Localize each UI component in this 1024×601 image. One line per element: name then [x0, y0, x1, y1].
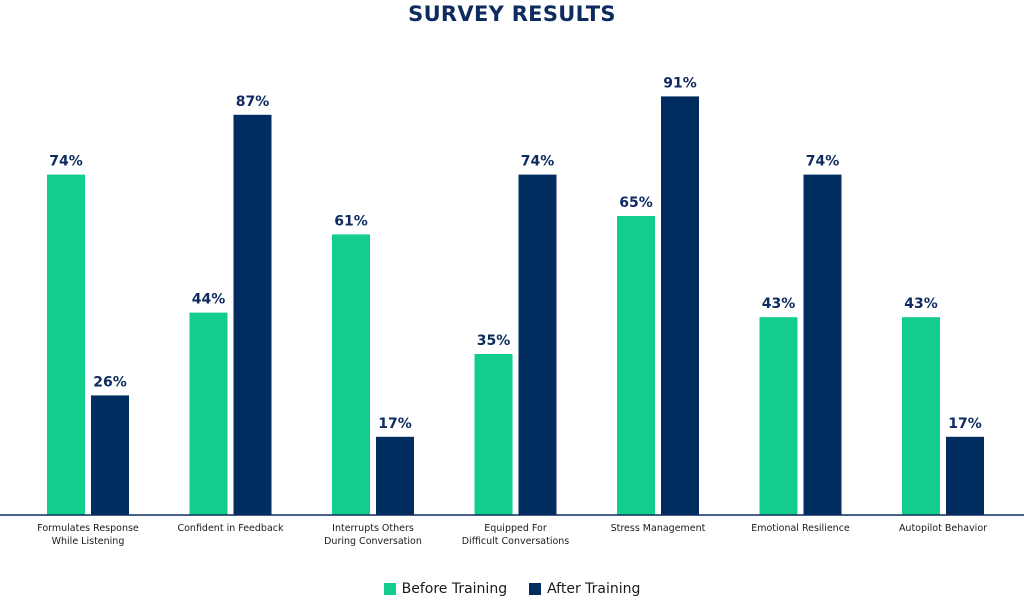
bar-after-2	[376, 436, 414, 515]
legend-item-before: Before Training	[383, 581, 508, 597]
data-label-after-5: 74%	[806, 154, 840, 170]
bar-after-6	[946, 436, 984, 515]
data-label-before-2: 61%	[334, 213, 368, 229]
data-label-after-2: 17%	[378, 416, 412, 432]
bar-before-4	[617, 216, 655, 515]
data-label-after-4: 91%	[663, 75, 697, 91]
bar-before-5	[759, 317, 798, 515]
data-label-after-3: 74%	[521, 154, 555, 170]
data-label-after-6: 17%	[948, 416, 982, 432]
bar-after-4	[661, 96, 699, 516]
bar-before-2	[332, 234, 370, 515]
chart-title: SURVEY RESULTS	[408, 2, 616, 26]
bar-after-3	[518, 174, 557, 515]
data-label-before-1: 44%	[192, 292, 226, 308]
legend-item-after: After Training	[529, 581, 640, 597]
labels-layer: 74% 26% Formulates Response While Listening…	[37, 75, 987, 547]
data-label-before-4: 65%	[619, 195, 653, 211]
bars-layer	[47, 96, 984, 516]
data-label-before-0: 74%	[49, 154, 83, 170]
bar-before-0	[47, 174, 85, 515]
bar-after-1	[233, 114, 272, 516]
legend-swatch-before	[383, 583, 396, 595]
category-label-2: Interrupts Others During Conversation	[324, 523, 422, 547]
data-label-before-6: 43%	[904, 296, 938, 312]
legend-label-before: Before Training	[401, 581, 508, 597]
category-label-3: Equipped For Difficult Conversations	[462, 523, 570, 547]
data-label-after-0: 26%	[93, 374, 127, 390]
bar-after-0	[91, 395, 129, 515]
data-label-before-5: 43%	[762, 296, 796, 312]
category-label-5: Emotional Resilience	[751, 523, 850, 534]
category-label-0: Formulates Response While Listening	[37, 523, 139, 547]
bar-before-1	[189, 312, 228, 515]
legend-swatch-after	[529, 583, 542, 595]
bar-after-5	[803, 174, 842, 515]
bar-before-3	[474, 354, 513, 515]
legend: Before Training After Training	[0, 581, 1024, 597]
bar-before-6	[902, 317, 940, 515]
data-label-after-1: 87%	[236, 94, 270, 110]
category-label-6: Autopilot Behavior	[899, 523, 987, 534]
category-label-4: Stress Management	[611, 523, 706, 534]
legend-label-after: After Training	[547, 581, 641, 597]
category-label-1: Confident in Feedback	[177, 523, 284, 534]
data-label-before-3: 35%	[477, 333, 511, 349]
